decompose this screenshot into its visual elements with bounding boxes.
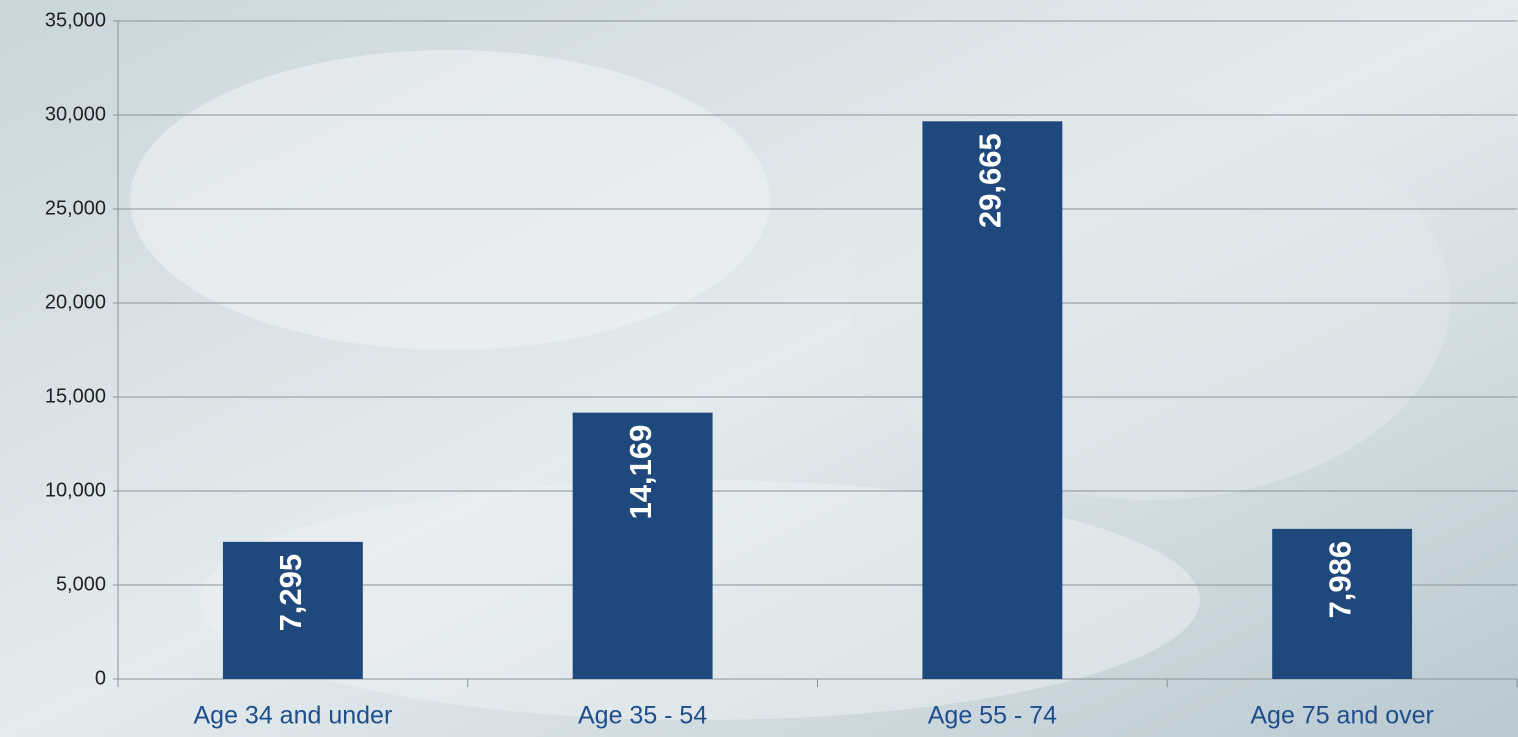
value-label: 29,665 — [973, 133, 1008, 228]
y-tick-label: 5,000 — [56, 573, 106, 595]
value-label: 14,169 — [623, 425, 658, 520]
value-label: 7,295 — [273, 554, 308, 632]
x-tick-label: Age 34 and under — [193, 702, 392, 730]
y-tick-label: 15,000 — [45, 385, 106, 407]
y-tick-label: 30,000 — [45, 103, 106, 125]
y-tick-label: 10,000 — [45, 479, 106, 501]
y-tick-label: 20,000 — [45, 291, 106, 313]
y-tick-label: 25,000 — [45, 197, 106, 219]
x-tick-label: Age 75 and over — [1250, 702, 1433, 730]
chart: 0 5,000 10,000 15,000 20,000 25,000 30,000 35,0… — [0, 0, 1518, 737]
background-shape — [130, 50, 770, 350]
page: 0 5,000 10,000 15,000 20,000 25,000 30,000 35,0… — [0, 0, 1518, 737]
y-tick-label: 35,000 — [45, 9, 106, 31]
y-tick-label: 0 — [95, 667, 106, 689]
x-tick-label: Age 35 - 54 — [578, 702, 707, 730]
x-tick-label: Age 55 - 74 — [928, 702, 1057, 730]
value-label: 7,986 — [1322, 541, 1357, 619]
